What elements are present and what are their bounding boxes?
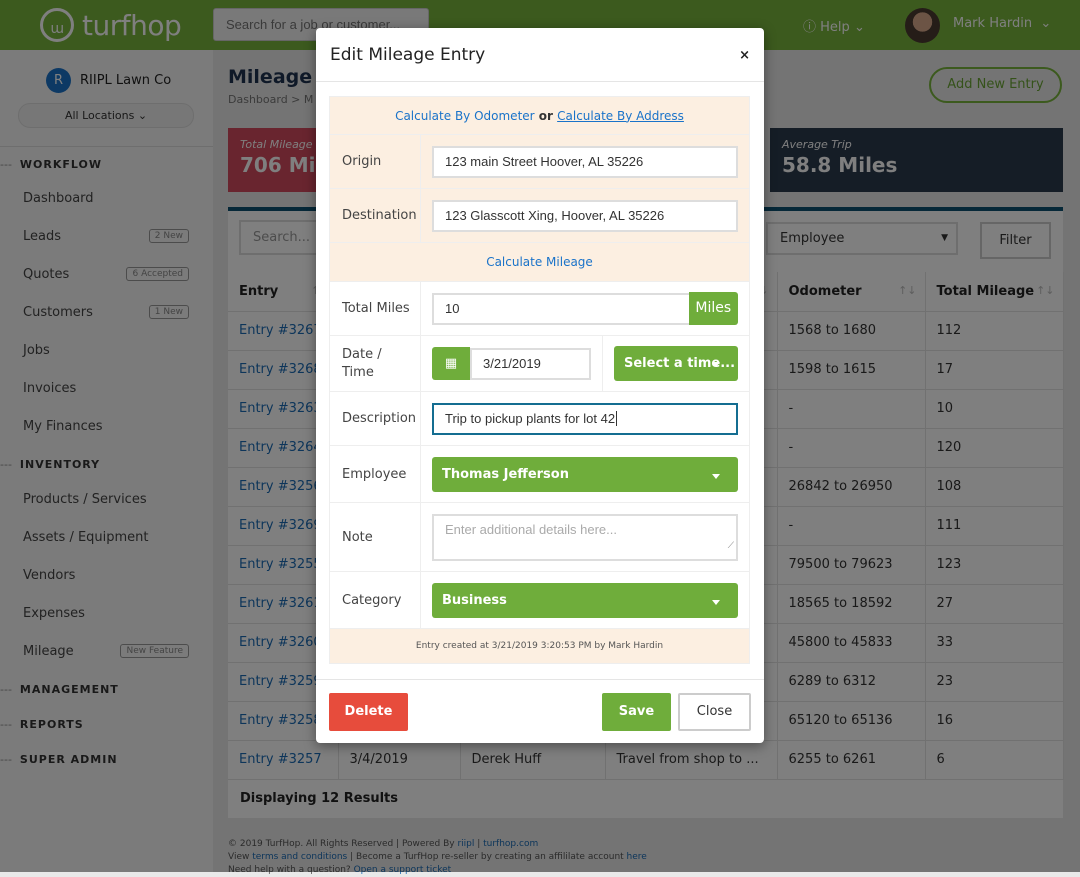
description-input[interactable]: Trip to pickup plants for lot 42 <box>432 402 738 435</box>
close-button[interactable]: Close <box>678 693 751 731</box>
description-label: Description <box>330 392 421 445</box>
category-select[interactable]: Business <box>432 582 738 618</box>
employee-label: Employee <box>330 446 421 502</box>
destination-input[interactable]: 123 Glasscott Xing, Hoover, AL 35226 <box>432 199 738 232</box>
delete-button[interactable]: Delete <box>329 693 408 731</box>
origin-row: Origin 123 main Street Hoover, AL 35226 <box>330 135 749 189</box>
resize-handle-icon[interactable]: ⟋ <box>727 539 734 550</box>
calc-mode-row: Calculate By Odometer or Calculate By Ad… <box>330 97 749 135</box>
employee-select[interactable]: Thomas Jefferson <box>432 456 738 492</box>
total-miles-input[interactable]: 10 <box>432 292 689 325</box>
date-time-row: Date / Time ▦ 3/21/2019 Select a time... <box>330 336 749 392</box>
date-time-label: Date / Time <box>330 336 421 391</box>
calc-mileage-row: Calculate Mileage <box>330 243 749 282</box>
category-row: Category Business <box>330 572 749 629</box>
placeholder: Enter additional details here... <box>445 521 617 537</box>
note-row: Note Enter additional details here... ⟋ <box>330 503 749 572</box>
total-miles-label: Total Miles <box>330 282 421 335</box>
miles-unit-addon: Miles <box>688 292 738 325</box>
mileage-form: Calculate By Odometer or Calculate By Ad… <box>329 96 750 664</box>
modal-title: Edit Mileage Entry <box>330 45 486 65</box>
time-select[interactable]: Select a time... <box>614 346 738 381</box>
text-cursor <box>616 410 618 426</box>
created-info: Entry created at 3/21/2019 3:20:53 PM by… <box>330 629 749 663</box>
employee-row: Employee Thomas Jefferson <box>330 446 749 503</box>
save-button[interactable]: Save <box>602 693 671 731</box>
caret-down-icon <box>712 362 720 367</box>
description-row: Description Trip to pickup plants for lot… <box>330 392 749 446</box>
origin-label: Origin <box>330 135 421 188</box>
origin-input[interactable]: 123 main Street Hoover, AL 35226 <box>432 145 738 178</box>
destination-row: Destination 123 Glasscott Xing, Hoover, A… <box>330 189 749 243</box>
date-input[interactable]: 3/21/2019 <box>470 347 591 380</box>
caret-down-icon <box>712 599 720 605</box>
caret-down-icon <box>712 473 720 479</box>
select-value: Business <box>442 592 507 608</box>
destination-label: Destination <box>330 189 421 242</box>
calc-by-odometer-link[interactable]: Calculate By Odometer <box>395 108 535 123</box>
input-value: Trip to pickup plants for lot 42 <box>445 410 616 426</box>
note-label: Note <box>330 503 421 571</box>
edit-mileage-modal: Edit Mileage Entry × Calculate By Odomete… <box>316 28 764 743</box>
close-icon[interactable]: × <box>739 48 750 63</box>
total-miles-row: Total Miles 10 Miles <box>330 282 749 336</box>
calculate-mileage-link[interactable]: Calculate Mileage <box>486 255 593 269</box>
calc-by-address-link[interactable]: Calculate By Address <box>557 108 684 123</box>
or-text: or <box>534 108 558 123</box>
note-textarea[interactable]: Enter additional details here... ⟋ <box>432 513 738 561</box>
select-value: Thomas Jefferson <box>442 466 569 482</box>
category-label: Category <box>330 572 421 628</box>
divider <box>316 679 764 680</box>
select-value: Select a time... <box>624 356 736 371</box>
calendar-icon[interactable]: ▦ <box>432 347 470 380</box>
modal-header: Edit Mileage Entry × <box>316 28 764 82</box>
